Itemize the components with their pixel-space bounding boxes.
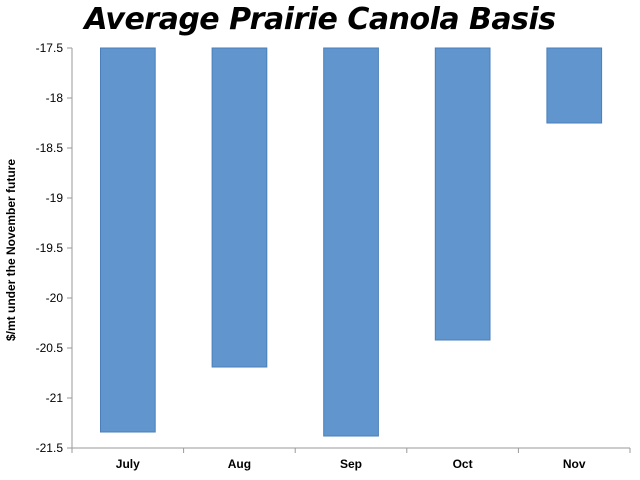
y-tick-label: -18 <box>46 91 64 105</box>
y-ticks-group: -17.5 -18 -18.5 -19 -19.5 -20 -20.5 -21 -21.5 <box>36 41 72 455</box>
x-category-label: Oct <box>453 457 473 471</box>
chart-title: Average Prairie Canola Basis <box>84 2 556 37</box>
bars-group <box>100 47 603 437</box>
x-category-label: Sep <box>340 457 362 471</box>
y-tick-label: -18.5 <box>36 141 64 155</box>
y-tick-label: -19 <box>46 191 64 205</box>
x-categories-group: July Aug Sep Oct Nov <box>71 448 631 471</box>
y-tick-label: -17.5 <box>36 41 64 55</box>
bar-aug <box>211 47 268 368</box>
y-tick-label: -21.5 <box>36 441 64 455</box>
bar-sep <box>323 47 379 437</box>
bar-july <box>100 47 156 433</box>
y-tick-label: -20 <box>46 291 64 305</box>
x-category-label: Aug <box>228 457 251 471</box>
x-category-label: July <box>116 457 140 471</box>
x-category-label: Nov <box>563 457 586 471</box>
y-tick-label: -21 <box>46 391 64 405</box>
bar-oct <box>434 47 491 341</box>
y-tick-label: -19.5 <box>36 241 64 255</box>
bar-nov <box>546 47 603 124</box>
y-tick-label: -20.5 <box>36 341 64 355</box>
